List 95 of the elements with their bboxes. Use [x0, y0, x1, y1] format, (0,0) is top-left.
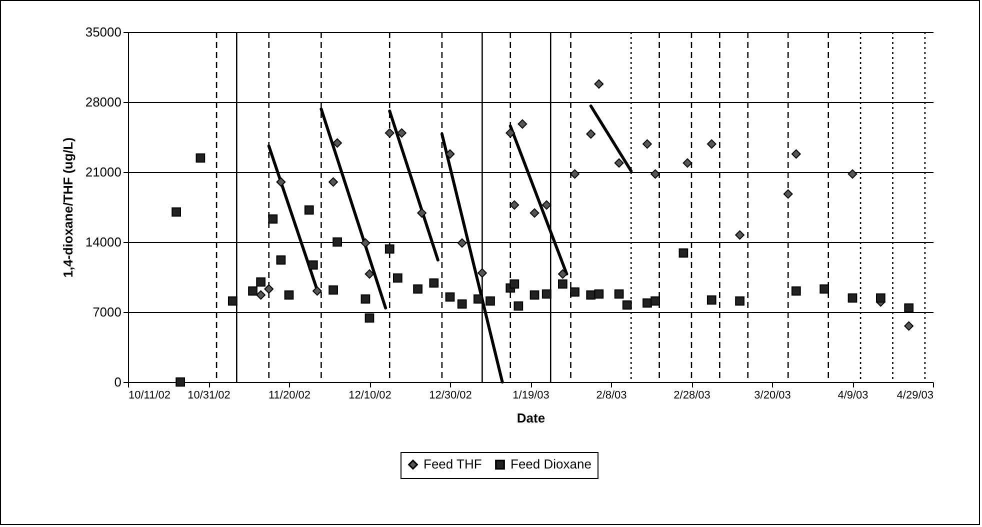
point [570, 287, 580, 297]
point [904, 303, 914, 313]
point [276, 255, 286, 265]
point [791, 286, 801, 296]
point [558, 279, 568, 289]
point [457, 299, 467, 309]
point [228, 296, 238, 306]
point [384, 128, 394, 138]
point [308, 260, 318, 270]
point [642, 139, 652, 149]
point [614, 289, 624, 299]
point [594, 79, 604, 89]
point [445, 292, 455, 302]
point [486, 296, 495, 306]
point [276, 177, 286, 187]
point [586, 129, 596, 139]
point [506, 128, 516, 138]
x-tick-label: 12/10/02 [348, 390, 392, 402]
y-axis-title: 1,4-dioxane/THF (ug/L) [60, 137, 76, 278]
point [304, 205, 314, 215]
point [332, 237, 342, 247]
point [360, 238, 370, 248]
point [196, 153, 206, 163]
point [264, 284, 274, 294]
y-tick-label: 21000 [85, 164, 122, 180]
point [570, 169, 580, 179]
legend-label: Feed THF [424, 456, 482, 472]
point [417, 208, 427, 218]
point [876, 293, 886, 303]
point [360, 294, 370, 304]
point [622, 300, 632, 310]
point [510, 279, 520, 289]
point [457, 238, 467, 248]
point [328, 177, 338, 187]
point [510, 200, 520, 210]
point [848, 169, 858, 179]
point [848, 293, 858, 303]
point [473, 294, 483, 304]
legend-label: Feed Dioxane [510, 456, 592, 472]
point [392, 273, 402, 283]
point [284, 290, 294, 300]
point [735, 296, 744, 306]
y-tick-label: 0 [114, 374, 122, 390]
point [678, 248, 688, 258]
x-tick-label: 2/28/03 [674, 390, 710, 402]
point [328, 285, 338, 295]
point [682, 158, 692, 168]
x-tick-label: 10/11/02 [128, 390, 171, 402]
point [332, 138, 342, 148]
x-axis-title: Date [516, 410, 546, 426]
point [791, 149, 801, 159]
point [397, 128, 406, 138]
x-tick-label: 4/29/03 [896, 390, 934, 402]
point [364, 313, 374, 323]
point [256, 277, 266, 287]
point [706, 139, 716, 149]
point [413, 284, 422, 294]
point [268, 214, 278, 224]
point [650, 169, 660, 179]
point [172, 207, 181, 217]
point [445, 149, 455, 159]
point [176, 377, 186, 387]
point [542, 200, 552, 210]
point [783, 189, 793, 199]
point [614, 158, 624, 168]
point [478, 268, 487, 278]
point [514, 301, 524, 311]
point [735, 230, 744, 240]
point [542, 289, 552, 299]
point [364, 269, 374, 279]
x-tick-label: 1/19/03 [512, 390, 550, 402]
point [518, 119, 528, 129]
point [904, 321, 914, 331]
point [530, 208, 540, 218]
x-tick-label: 4/9/03 [838, 390, 868, 402]
point [594, 289, 604, 299]
point [558, 269, 568, 279]
point [248, 286, 258, 296]
x-tick-label: 10/31/02 [188, 390, 230, 402]
x-tick-label: 2/8/03 [596, 390, 627, 402]
point [706, 295, 716, 305]
point [530, 290, 540, 300]
y-tick-label: 7000 [92, 304, 122, 320]
point [650, 296, 660, 306]
y-tick-label: 35000 [85, 24, 122, 40]
x-tick-label: 3/20/03 [754, 390, 791, 402]
x-tick-label: 12/30/02 [429, 390, 472, 402]
y-tick-label: 28000 [85, 94, 122, 110]
point [820, 284, 830, 294]
point [384, 244, 394, 254]
y-tick-label: 14000 [85, 234, 122, 250]
point [256, 290, 266, 300]
point [429, 278, 439, 288]
point [312, 286, 322, 296]
x-tick-label: 11/20/02 [268, 390, 311, 402]
